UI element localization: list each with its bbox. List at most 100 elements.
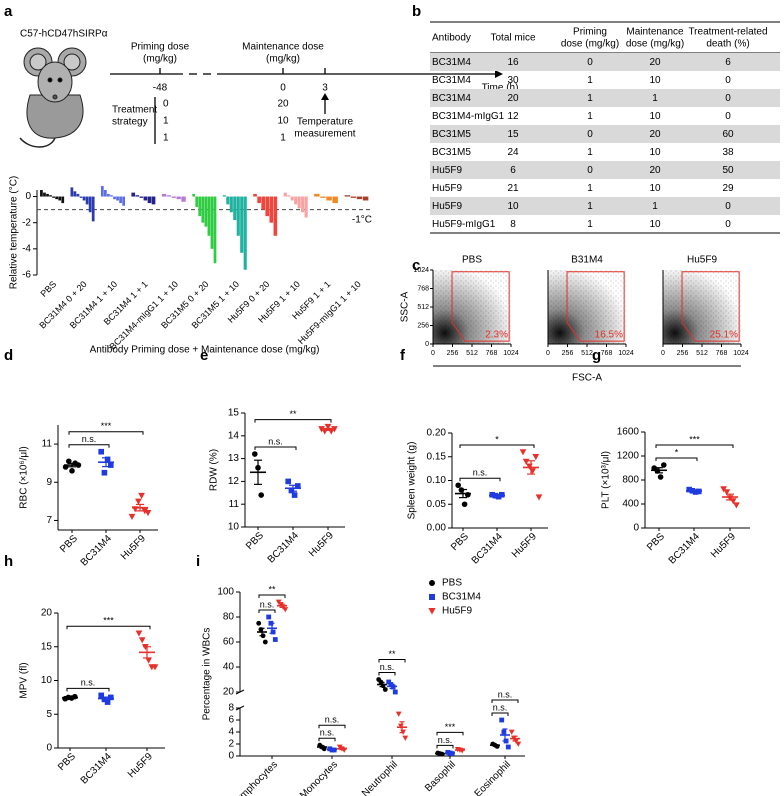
significance-bracket bbox=[436, 731, 464, 736]
table-cell: 1 bbox=[587, 111, 593, 122]
data-point bbox=[285, 478, 291, 485]
y-tick-label: 5 bbox=[46, 709, 52, 720]
timeline bbox=[110, 68, 495, 144]
data-point bbox=[282, 607, 289, 613]
bar bbox=[304, 196, 308, 218]
data-point bbox=[723, 489, 731, 496]
data-point bbox=[529, 468, 536, 475]
data-point bbox=[104, 699, 111, 705]
bar bbox=[253, 193, 257, 197]
x-tick-label: 768 bbox=[601, 350, 613, 357]
data-point bbox=[272, 637, 278, 642]
table-cell: 15 bbox=[507, 129, 519, 140]
table-header: Maintenance bbox=[626, 27, 684, 38]
x-tick-label: 256 bbox=[562, 350, 574, 357]
y-tick-label: 14 bbox=[228, 430, 240, 441]
bar bbox=[147, 196, 152, 204]
panel-label: f bbox=[400, 347, 406, 364]
bar bbox=[344, 195, 351, 197]
x-tick-label: PBS bbox=[449, 531, 471, 553]
data-point bbox=[429, 580, 435, 586]
data-point bbox=[661, 462, 667, 468]
table-cell: 10 bbox=[649, 219, 661, 230]
plot-title: PBS bbox=[462, 255, 482, 266]
x-tick-label: Hu5F9 bbox=[510, 531, 539, 560]
table-cell: 1 bbox=[587, 147, 593, 158]
bar bbox=[362, 196, 369, 201]
significance-label: n.s. bbox=[473, 468, 488, 478]
data-point bbox=[515, 741, 522, 747]
bar bbox=[320, 196, 326, 198]
priming-dose: 1 bbox=[163, 133, 169, 144]
x-tick-label: PBS bbox=[39, 279, 59, 299]
data-point bbox=[402, 735, 409, 741]
data-point bbox=[532, 453, 540, 461]
table-cell: BC31M5 bbox=[432, 129, 471, 140]
bar bbox=[166, 195, 172, 197]
bar bbox=[222, 195, 226, 197]
bar bbox=[131, 192, 136, 197]
table-cell: 20 bbox=[649, 57, 661, 68]
row-shade bbox=[430, 89, 780, 107]
y-tick-label: -4 bbox=[22, 243, 31, 254]
bar bbox=[143, 196, 148, 201]
data-point bbox=[262, 639, 268, 645]
y-tick-label: 11 bbox=[229, 499, 240, 510]
y-tick-label: -2 bbox=[22, 217, 31, 228]
x-tick-label: 0 bbox=[546, 350, 550, 357]
table-cell: 10 bbox=[649, 147, 661, 158]
bar bbox=[240, 196, 244, 253]
x-tick-label: Hu5F9 bbox=[119, 533, 148, 562]
y-tick-label: 40 bbox=[223, 662, 235, 673]
table-cell: 0 bbox=[587, 165, 593, 176]
priming-dose: 1 bbox=[163, 116, 169, 127]
x-tick-label: 512 bbox=[696, 350, 708, 357]
significance-label: * bbox=[495, 434, 499, 444]
data-point bbox=[519, 449, 527, 456]
data-point bbox=[266, 614, 272, 620]
panel-label: b bbox=[412, 3, 421, 20]
bar bbox=[326, 196, 332, 201]
bar bbox=[100, 186, 104, 197]
y-tick-label: 0.00 bbox=[427, 523, 447, 534]
panel-label: g bbox=[592, 347, 601, 364]
x-tick-label: BC31M4 bbox=[79, 533, 115, 569]
data-point bbox=[288, 487, 295, 494]
x-tick-label: PBS bbox=[58, 533, 80, 555]
significance-label: ** bbox=[268, 584, 276, 594]
bar bbox=[204, 196, 208, 227]
data-point bbox=[398, 723, 404, 729]
x-tick-label: 256 bbox=[447, 350, 459, 357]
significance-bracket bbox=[66, 625, 151, 630]
table-cell: 20 bbox=[507, 93, 519, 104]
y-tick-label: 10 bbox=[41, 675, 53, 686]
significance-label: *** bbox=[445, 722, 456, 732]
bar bbox=[110, 195, 113, 197]
y-tick-label: 800 bbox=[622, 475, 639, 486]
bar bbox=[116, 196, 119, 201]
data-point bbox=[144, 510, 152, 517]
y-tick-label: 0 bbox=[25, 191, 31, 202]
plot-title: B31M4 bbox=[571, 255, 603, 266]
y-tick-label: 80 bbox=[223, 612, 235, 623]
x-tick-label: Eosinophil bbox=[473, 759, 513, 796]
bar bbox=[181, 196, 186, 202]
data-point bbox=[138, 637, 146, 644]
table-cell: 30 bbox=[507, 75, 519, 86]
legend-label: BC31M4 bbox=[442, 592, 481, 603]
data-point bbox=[138, 492, 145, 499]
row-shade bbox=[430, 53, 780, 71]
table-cell: 0 bbox=[587, 57, 593, 68]
data-point bbox=[429, 594, 435, 600]
maintenance-dose: 20 bbox=[277, 99, 289, 110]
x-tick-label: Hu5F9 bbox=[709, 531, 738, 560]
data-point bbox=[98, 692, 104, 699]
significance-label: ** bbox=[388, 649, 396, 659]
bar bbox=[79, 196, 83, 198]
data-point bbox=[501, 729, 507, 735]
bar bbox=[257, 196, 261, 204]
bar bbox=[301, 196, 305, 213]
significance-label: n.s. bbox=[260, 599, 275, 609]
table-header: Antibody bbox=[432, 33, 471, 44]
bar bbox=[85, 196, 89, 205]
